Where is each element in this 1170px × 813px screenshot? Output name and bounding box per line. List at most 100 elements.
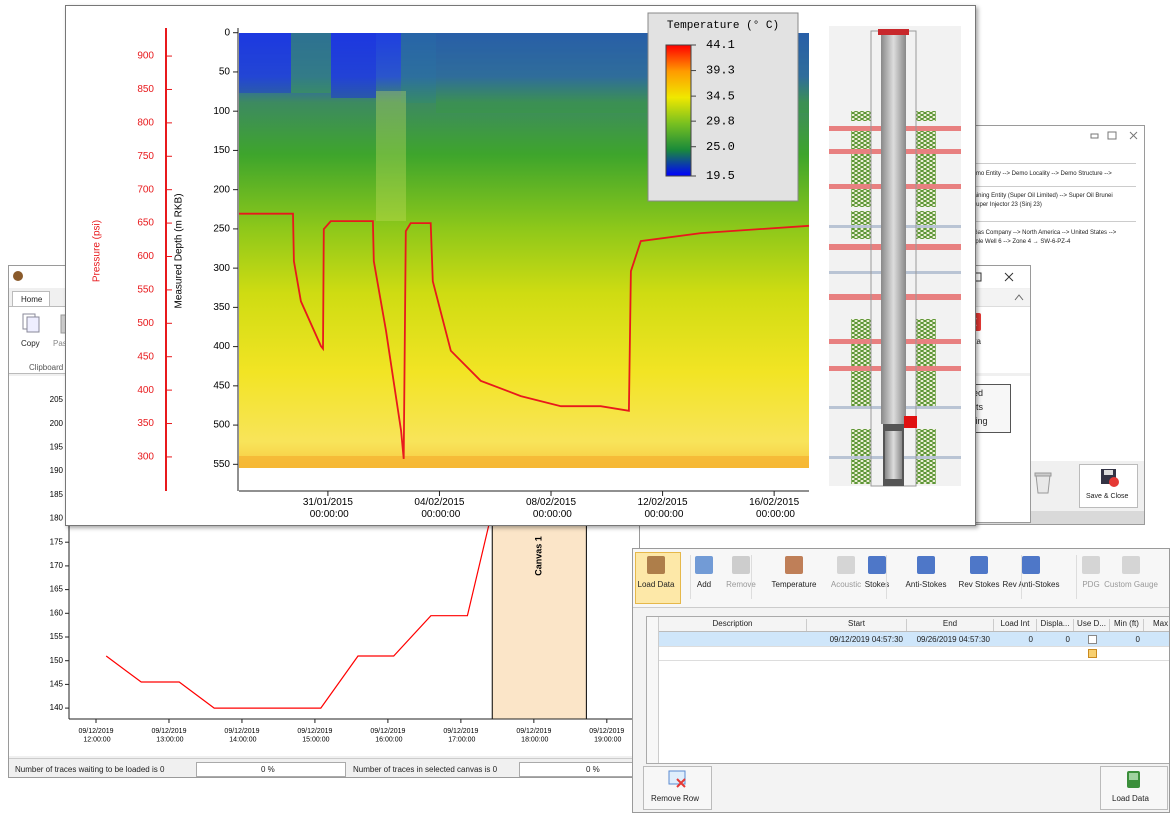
column-header[interactable]: Min (ft) [1110,619,1144,631]
x-tick-label: 09/12/2019 19:00:00 [589,728,624,743]
y-tick-label: 180 [50,514,64,523]
remove-row-icon [668,770,686,788]
y-tick-label: 450 [213,380,230,391]
save-close-button[interactable]: Save & Close [1079,464,1138,508]
colorbar-title: Temperature (° C) [667,20,779,32]
y2-tick-label: 550 [137,285,154,296]
y-tick-label: 150 [213,145,230,156]
header-row [647,617,1169,632]
tool-label[interactable]: Custom Gauge [1104,580,1158,589]
tool-icon[interactable] [1082,556,1100,574]
tool-label[interactable]: Anti-Stokes [905,580,947,589]
tool-label[interactable]: Add [696,580,712,589]
tool-icon[interactable] [1022,556,1040,574]
tool-label[interactable]: Rev Anti-Stokes [1002,580,1060,589]
tool-separator [690,555,691,599]
column-header[interactable]: Description [659,619,807,631]
window-controls[interactable] [941,126,1145,146]
separator [941,221,1136,222]
button-label[interactable]: Copy [21,339,40,348]
x-tick-label: 08/02/2015 00:00:00 [526,497,576,520]
checkbox[interactable] [1088,649,1097,658]
save-icon [1101,469,1119,487]
table-row[interactable] [647,632,1169,647]
tool-separator [886,555,887,599]
row-header-column [647,617,659,763]
colorbar [647,12,799,202]
table-cell: 09/12/2019 04:57:30 [829,635,903,644]
column-header[interactable]: Displa... [1037,619,1074,631]
tool-icon[interactable] [868,556,886,574]
toolbar: Load Data Add Remove Temperature Acoustic Sto… [633,549,1169,608]
column-header[interactable]: Use D... [1074,619,1110,631]
tool-label[interactable]: Acoustic [830,580,862,589]
x-tick-label: 16/02/2015 00:00:00 [749,497,799,520]
status-bar: Number of traces waiting to be loaded is… [9,758,639,777]
x-tick-label: 09/12/2019 18:00:00 [516,728,551,743]
y2-tick-label: 300 [137,452,154,463]
column-header[interactable]: Load Int [994,619,1037,631]
column-header[interactable]: Start [807,619,907,631]
tool-icon[interactable] [647,556,665,574]
progress-text: 0 % [261,765,275,774]
tool-label[interactable]: Rev Stokes [958,580,1000,589]
progress-bar: 0 % [196,762,346,777]
y2-tick-label: 600 [137,251,154,262]
heatmap-chart: 0 50 100 150 200 250 300 350 400 450 500 550 Measure… [92,12,961,520]
load-data-button[interactable]: Load Data [1100,766,1168,810]
table-cell: 0 [1144,635,1169,644]
tool-icon[interactable] [732,556,750,574]
y-tick-label: 140 [50,703,64,712]
tool-icon[interactable] [970,556,988,574]
colorbar-tick-label: 44.1 [706,38,735,52]
new-row [647,646,1169,661]
trace-line [105,409,506,709]
tool-separator [1021,555,1022,599]
colorbar-tick-label: 29.8 [706,114,735,128]
tool-icon[interactable] [837,556,855,574]
checkbox[interactable] [1088,635,1097,644]
tree-path: > Training Entity (Super Oil Limited) --… [963,193,1113,199]
tool-label[interactable]: Stokes [864,580,890,589]
y-tick-label: 170 [50,561,64,570]
tool-label[interactable]: Load Data [637,580,675,589]
tool-label[interactable]: PDG [1082,580,1100,589]
y2-tick-label: 350 [137,418,154,429]
delete-icon[interactable] [1033,471,1053,495]
y-tick-label: 155 [50,632,64,641]
y2-tick-label: 900 [137,51,154,62]
tab[interactable]: Home [12,291,50,307]
button-label: Remove Row [651,794,700,803]
y-tick-label: 500 [213,420,230,431]
button-label[interactable]: Paste [53,339,74,348]
progress-text: 0 % [586,765,600,774]
y2-axis-title: Pressure (psi) [92,220,103,282]
tool-icon[interactable] [695,556,713,574]
progress-bar: 0 % [519,762,639,777]
y-tick-label: 0 [224,27,230,38]
tool-icon[interactable] [1122,556,1140,574]
x-tick-label: 09/12/2019 16:00:00 [370,728,405,743]
y-tick-label: 175 [50,537,64,546]
tree-path: Sample Well 6 --> Zone 4 → SW-6-PZ-4 [963,239,1071,245]
button-label: Load Data [1112,794,1149,803]
tool-label[interactable]: Remove [726,580,756,589]
y2-tick-label: 650 [137,218,154,229]
column-header[interactable]: End [907,619,994,631]
table-cell: 0 [1028,635,1033,644]
table-cell: 0 [1065,635,1070,644]
y-tick-label: 200 [50,419,64,428]
y-tick-label: 300 [213,263,230,274]
colorbar-tick-label: 19.5 [706,169,735,183]
tool-label[interactable]: Temperature [771,580,817,589]
tool-icon[interactable] [917,556,935,574]
remove-row-button[interactable]: Remove Row [643,766,712,810]
app-icon [13,271,23,281]
x-tick-label: 09/12/2019 15:00:00 [297,728,332,743]
tool-icon[interactable] [785,556,803,574]
collapse-icon[interactable] [1014,293,1024,301]
status-text: Number of traces waiting to be loaded is… [15,765,165,774]
column-header[interactable]: Max ... [1144,619,1169,631]
data-window: Load Data Add Remove Temperature Acoustic Sto… [632,548,1170,813]
